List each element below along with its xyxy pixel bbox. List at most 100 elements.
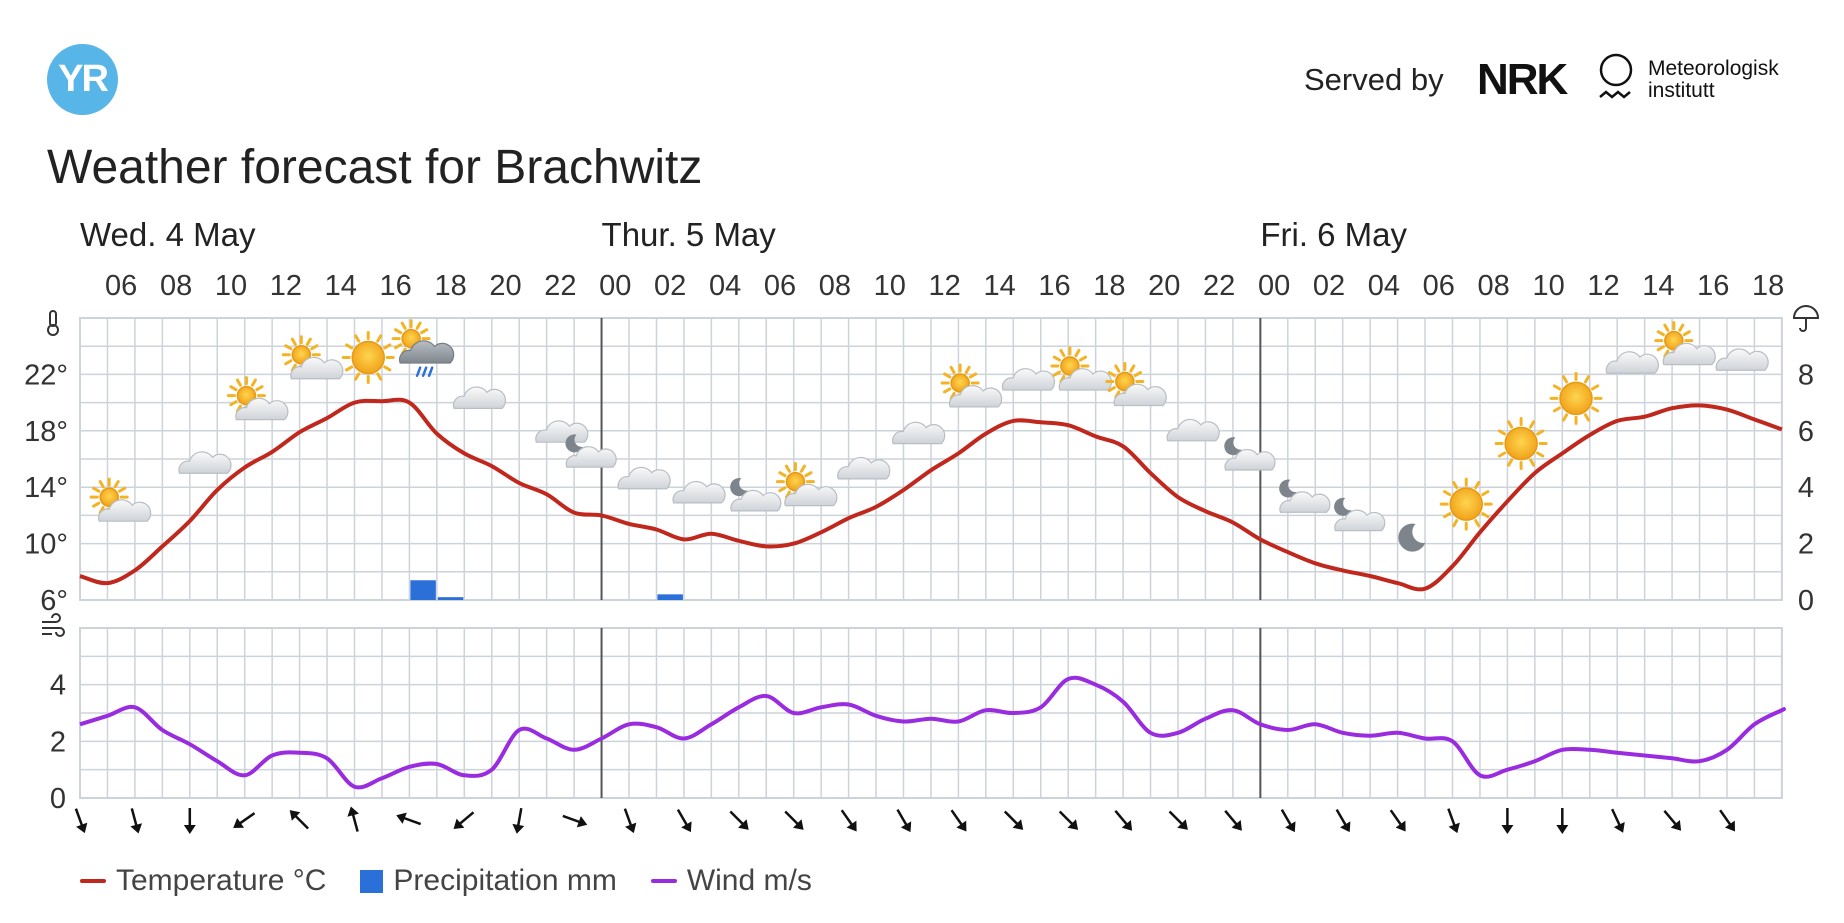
sun-ray xyxy=(1678,323,1685,332)
wind-line xyxy=(79,675,1786,790)
sun-ray xyxy=(1584,375,1591,384)
wind-icon xyxy=(42,613,65,637)
wind-arrow-head xyxy=(233,817,245,829)
sun-ray xyxy=(383,365,392,372)
weather-clear-sun-icon xyxy=(1549,371,1603,425)
hour-tick-label: 22 xyxy=(1203,270,1235,302)
sun-ray xyxy=(1074,348,1081,358)
precipitation-bars xyxy=(410,580,683,600)
wind-arrow-icon xyxy=(130,808,142,834)
sun-ray xyxy=(1529,420,1536,429)
sun-ray xyxy=(1497,451,1507,458)
axis-icons xyxy=(42,305,1820,637)
precipitation-tick-label: 6 xyxy=(1798,416,1814,448)
weather-clear-sun-icon xyxy=(341,330,395,384)
hour-tick-label: 18 xyxy=(1093,270,1125,302)
weather-partly-cloudy-day-icon xyxy=(281,335,344,380)
sun-ray xyxy=(1107,386,1116,393)
legend-precipitation[interactable]: Precipitation mm xyxy=(360,864,617,898)
sun-ray xyxy=(284,344,293,351)
moon-shape xyxy=(1398,523,1426,552)
wind-arrow-icon xyxy=(74,808,88,834)
precipitation-bar xyxy=(437,597,464,600)
cloud-shape xyxy=(672,480,726,504)
legend-wind[interactable]: Wind m/s xyxy=(650,864,812,898)
moon-shape xyxy=(1224,437,1242,456)
wind-arrow-head xyxy=(1395,820,1406,832)
page-title: Weather forecast for Brachwitz xyxy=(47,141,703,194)
wind-arrow-icon xyxy=(183,808,196,834)
cloud-shape xyxy=(1662,342,1716,366)
cloud-shape xyxy=(399,340,455,364)
thermometer-icon xyxy=(47,310,59,336)
weather-cloudy-icon xyxy=(178,451,232,474)
yr-logo: YR xyxy=(47,44,118,115)
wind-arrow-icon xyxy=(1556,808,1569,834)
sun-ray xyxy=(1481,512,1490,519)
wind-direction-arrows xyxy=(74,806,1736,834)
sun-ray xyxy=(1552,384,1562,391)
hour-tick-label: 16 xyxy=(1038,270,1070,302)
cloud-shape xyxy=(1166,418,1220,442)
chart-grid xyxy=(79,317,1783,799)
weather-cloudy-icon xyxy=(452,386,507,409)
cloud-shape xyxy=(178,451,232,474)
sun-ray xyxy=(1474,519,1481,528)
wind-arrow-head xyxy=(130,823,142,834)
sun-ray xyxy=(284,359,293,366)
weather-cloudy-icon xyxy=(1605,351,1659,374)
wind-arrow-head xyxy=(1448,822,1460,834)
cloud-shape xyxy=(98,499,152,522)
sun-ray xyxy=(113,480,120,489)
hour-tick-label: 06 xyxy=(764,270,796,302)
precipitation-tick-label: 8 xyxy=(1798,359,1814,391)
sun-ray xyxy=(255,385,264,392)
sun-ray xyxy=(1590,406,1600,413)
wind-arrow-head xyxy=(183,825,196,834)
hour-tick-label: 06 xyxy=(1423,270,1455,302)
hour-tick-label: 06 xyxy=(105,270,137,302)
sun-ray xyxy=(310,344,319,351)
temperature-tick-label: 14° xyxy=(24,472,68,504)
sun-ray xyxy=(345,365,354,372)
weather-cloudy-icon xyxy=(672,480,726,504)
chart-legend: Temperature °C Precipitation mm Wind m/s xyxy=(80,864,846,898)
wind-arrow-icon xyxy=(1501,808,1514,834)
cloud-shape xyxy=(1605,351,1659,374)
sun-ray xyxy=(804,471,813,478)
cloud-shape xyxy=(730,489,782,512)
wind-arrow-head xyxy=(347,806,360,817)
temperature-line xyxy=(79,397,1783,592)
cloud-shape xyxy=(235,397,289,421)
cloud-shape xyxy=(1334,509,1386,532)
temperature-tick-label: 18° xyxy=(24,416,68,448)
wind-arrow-head xyxy=(1012,819,1024,830)
nrk-logo: NRK xyxy=(1477,55,1568,104)
wind-arrow-head xyxy=(512,823,525,834)
hour-tick-label: 16 xyxy=(1697,270,1729,302)
rain-drop xyxy=(427,366,434,377)
sun-ray xyxy=(1474,480,1481,490)
hour-tick-label: 00 xyxy=(599,270,631,302)
hour-tick-label: 16 xyxy=(380,270,412,302)
sun-ray xyxy=(394,328,403,335)
weather-cloudy-icon xyxy=(1001,368,1056,391)
hour-tick-label: 08 xyxy=(1478,270,1510,302)
sun-ray xyxy=(229,400,238,407)
sun-ray xyxy=(345,343,354,350)
moon-shape xyxy=(730,478,748,497)
hour-tick-label: 04 xyxy=(709,270,741,302)
met-line1: Meteorologisk xyxy=(1648,57,1779,80)
sun-ray xyxy=(1682,330,1691,337)
weather-clear-night-icon xyxy=(1398,523,1426,552)
wind-arrow-icon xyxy=(1663,810,1682,831)
sun-ray xyxy=(394,343,403,350)
wind-arrow-icon xyxy=(1224,810,1242,831)
weather-cloudy-icon xyxy=(892,421,946,445)
legend-temperature[interactable]: Temperature °C xyxy=(80,864,326,898)
wind-arrow-icon xyxy=(1003,810,1024,830)
hour-tick-label: 14 xyxy=(325,270,357,302)
precipitation-bar xyxy=(657,594,683,600)
hour-tick-label: 12 xyxy=(929,270,961,302)
